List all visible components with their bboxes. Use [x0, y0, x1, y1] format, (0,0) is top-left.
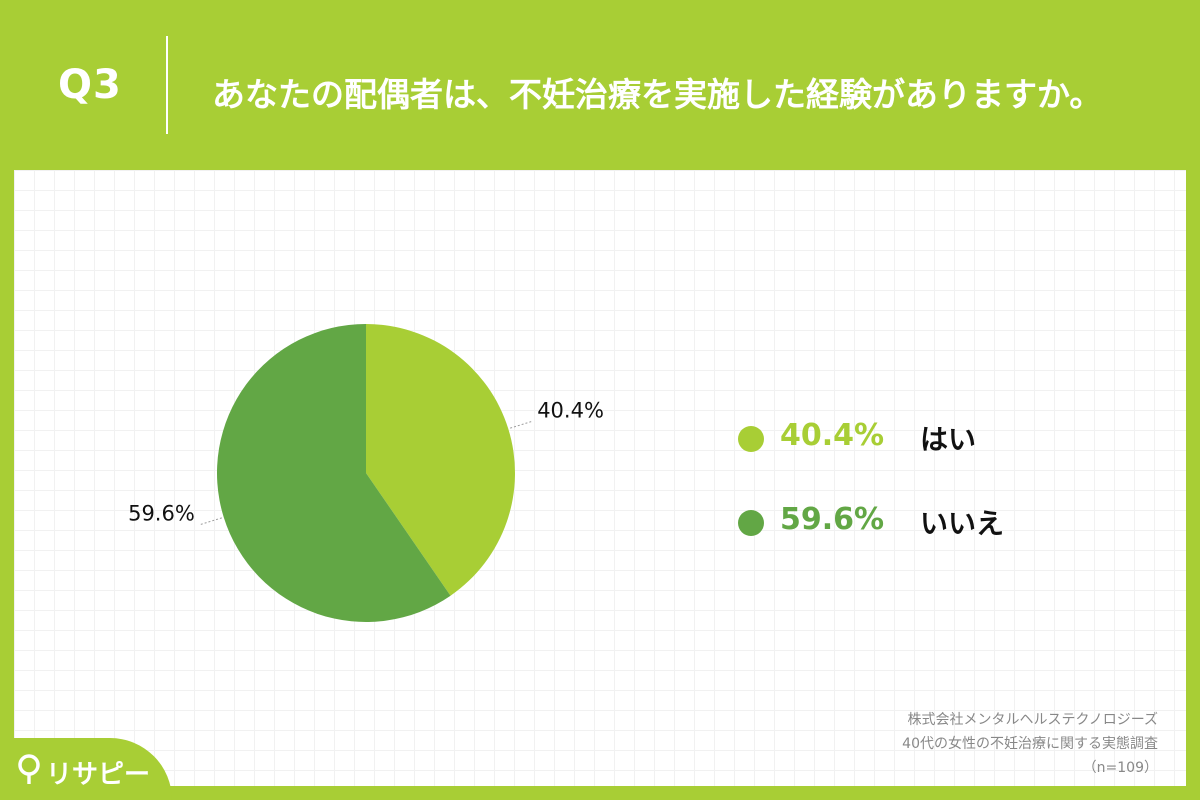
legend-pct-yes: 40.4% — [780, 418, 885, 453]
legend-label-yes: はい — [920, 423, 977, 456]
legend-pct-no: 59.6% — [780, 502, 885, 537]
pie-data-labels: 40.4% 59.6% — [128, 399, 604, 526]
pie-slices — [217, 324, 515, 622]
chart-panel — [14, 170, 1186, 786]
source-company: 株式会社メンタルヘルステクノロジーズ — [907, 712, 1158, 728]
legend-dot-yes — [738, 426, 764, 452]
leader-line-no — [200, 517, 222, 525]
data-label-no: 59.6% — [128, 501, 195, 525]
pin-icon — [18, 754, 40, 784]
source-sample-size: （n=109） — [1082, 760, 1158, 776]
legend-dot-no — [738, 510, 764, 536]
header: Q3 あなたの配偶者は、不妊治療を実施した経験がありますか。 — [0, 0, 1200, 170]
legend-label-no: いいえ — [920, 507, 1005, 540]
source-survey: 40代の女性の不妊治療に関する実態調査 — [902, 736, 1158, 752]
header-divider — [166, 36, 168, 134]
data-label-yes: 40.4% — [537, 399, 604, 423]
question-number: Q3 — [58, 62, 122, 108]
pie-slice-no — [217, 324, 451, 622]
question-title: あなたの配偶者は、不妊治療を実施した経験がありますか。 — [212, 75, 1103, 114]
pie-slice-yes — [366, 324, 515, 596]
logo-text: リサピー — [46, 760, 151, 790]
leader-line-yes — [510, 421, 532, 429]
logo-tab — [0, 738, 172, 800]
source-note: 株式会社メンタルヘルステクノロジーズ 40代の女性の不妊治療に関する実態調査 （… — [902, 708, 1158, 780]
